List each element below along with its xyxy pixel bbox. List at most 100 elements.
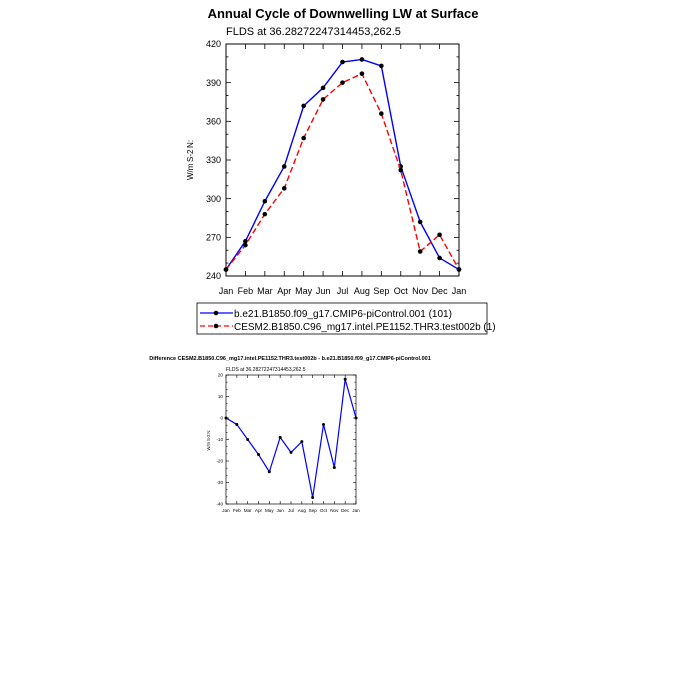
- x-tick-label: Oct: [320, 508, 328, 513]
- data-point: [417, 219, 423, 225]
- y-tick-label: 390: [206, 78, 221, 88]
- y-tick-label: 300: [206, 194, 221, 204]
- y-tick-label: 20: [218, 373, 224, 378]
- x-tick-label: May: [295, 286, 313, 296]
- data-point: [301, 103, 306, 109]
- data-point: [437, 255, 442, 261]
- data-point: [246, 438, 250, 441]
- data-point: [456, 267, 462, 272]
- x-tick-label: Feb: [233, 508, 241, 513]
- x-tick-label: Feb: [238, 286, 254, 296]
- data-point: [359, 57, 365, 62]
- difference-plot-frame: [225, 374, 357, 505]
- legend-label-series-2: CESM2.B1850.C96_mg17.intel.PE1152.THR3.t…: [234, 322, 496, 333]
- x-tick-label: Dec: [341, 508, 350, 513]
- difference-y-axis-label: W/m S-2 N:: [206, 430, 211, 451]
- data-point: [340, 80, 345, 85]
- main-plot-frame: [225, 43, 460, 277]
- y-tick-label: 420: [206, 39, 221, 49]
- data-point: [289, 450, 293, 454]
- data-point: [257, 453, 260, 457]
- data-point: [262, 211, 268, 217]
- y-tick-label: 330: [206, 155, 221, 165]
- data-point: [343, 377, 347, 381]
- data-point: [224, 416, 228, 420]
- legend: b.e21.B1850.f09_g17.CMIP6-piControl.001 …: [196, 302, 496, 335]
- data-point: [235, 422, 239, 426]
- legend-marker-series-1: [213, 310, 219, 316]
- data-point: [332, 465, 336, 469]
- data-point: [437, 232, 442, 238]
- y-tick-label: -10: [216, 437, 223, 442]
- y-tick-label: 270: [206, 232, 221, 242]
- y-tick-label: -30: [216, 480, 223, 485]
- y-tick-label: -40: [216, 502, 223, 507]
- x-tick-label: Jul: [337, 286, 349, 296]
- x-tick-label: Sep: [309, 508, 318, 513]
- x-tick-label: Apr: [255, 508, 263, 513]
- y-tick-label: -20: [216, 459, 223, 464]
- x-tick-label: Mar: [257, 286, 273, 296]
- y-tick-label: 240: [206, 271, 221, 281]
- x-tick-label: Jan: [222, 508, 230, 513]
- data-point: [267, 470, 271, 474]
- data-point: [243, 238, 248, 244]
- data-point: [379, 111, 384, 116]
- data-point: [322, 422, 325, 426]
- y-tick-label: 0: [220, 416, 223, 421]
- difference-series-group: [224, 377, 358, 500]
- x-tick-label: Jun: [316, 286, 331, 296]
- main-y-axis-label: W/m S-2 N:: [186, 140, 195, 180]
- series-line-1: [225, 378, 357, 499]
- x-tick-label: Apr: [277, 286, 291, 296]
- data-point: [243, 242, 248, 248]
- data-point: [340, 59, 345, 65]
- data-point: [223, 267, 229, 272]
- data-point: [301, 135, 306, 141]
- x-tick-label: Aug: [298, 508, 307, 513]
- data-point: [398, 168, 404, 173]
- main-chart-title: Annual Cycle of Downwelling LW at Surfac…: [208, 6, 479, 21]
- y-tick-label: 360: [206, 116, 221, 126]
- x-tick-label: Dec: [432, 286, 449, 296]
- x-tick-label: Nov: [412, 286, 429, 296]
- main-series-group: [223, 57, 462, 272]
- main-chart-subtitle: FLDS at 36.28272247314453,262.5: [226, 26, 401, 38]
- main-chart: Annual Cycle of Downwelling LW at Surfac…: [186, 6, 478, 296]
- difference-chart-subtitle: FLDS at 36.28272247314453,262.5: [226, 367, 306, 373]
- x-tick-label: Jan: [452, 286, 467, 296]
- data-point: [354, 416, 358, 420]
- x-tick-label: Mar: [244, 508, 252, 513]
- y-tick-label: 10: [218, 394, 224, 399]
- legend-label-series-1: b.e21.B1850.f09_g17.CMIP6-piControl.001 …: [234, 309, 452, 320]
- difference-chart-title: Difference CESM2.B1850.C96_mg17.intel.PE…: [149, 356, 431, 362]
- data-point: [281, 164, 287, 169]
- legend-box: [196, 302, 488, 335]
- data-point: [278, 435, 282, 439]
- x-tick-label: Jun: [276, 508, 284, 513]
- series-line-2: [225, 72, 460, 270]
- data-point: [262, 198, 268, 204]
- x-tick-label: May: [265, 508, 274, 513]
- data-point: [300, 440, 304, 444]
- difference-chart: Difference CESM2.B1850.C96_mg17.intel.PE…: [149, 356, 431, 513]
- data-point: [281, 186, 287, 191]
- data-point: [379, 63, 384, 69]
- data-point: [320, 85, 326, 91]
- x-tick-label: Jan: [352, 508, 360, 513]
- x-tick-label: Sep: [373, 286, 389, 296]
- x-tick-label: Jul: [288, 508, 294, 513]
- x-tick-label: Nov: [330, 508, 339, 513]
- series-line-1: [225, 58, 460, 271]
- legend-marker-series-2: [213, 323, 219, 329]
- data-point: [417, 249, 423, 254]
- data-point: [311, 496, 315, 500]
- x-tick-label: Jan: [219, 286, 234, 296]
- x-tick-label: Oct: [394, 286, 409, 296]
- data-point: [359, 71, 365, 76]
- data-point: [320, 97, 326, 102]
- x-tick-label: Aug: [354, 286, 370, 296]
- main-axes: 240 270 300 330 360 390 420 Jan Feb Mar Apr May Jun J…: [206, 39, 466, 296]
